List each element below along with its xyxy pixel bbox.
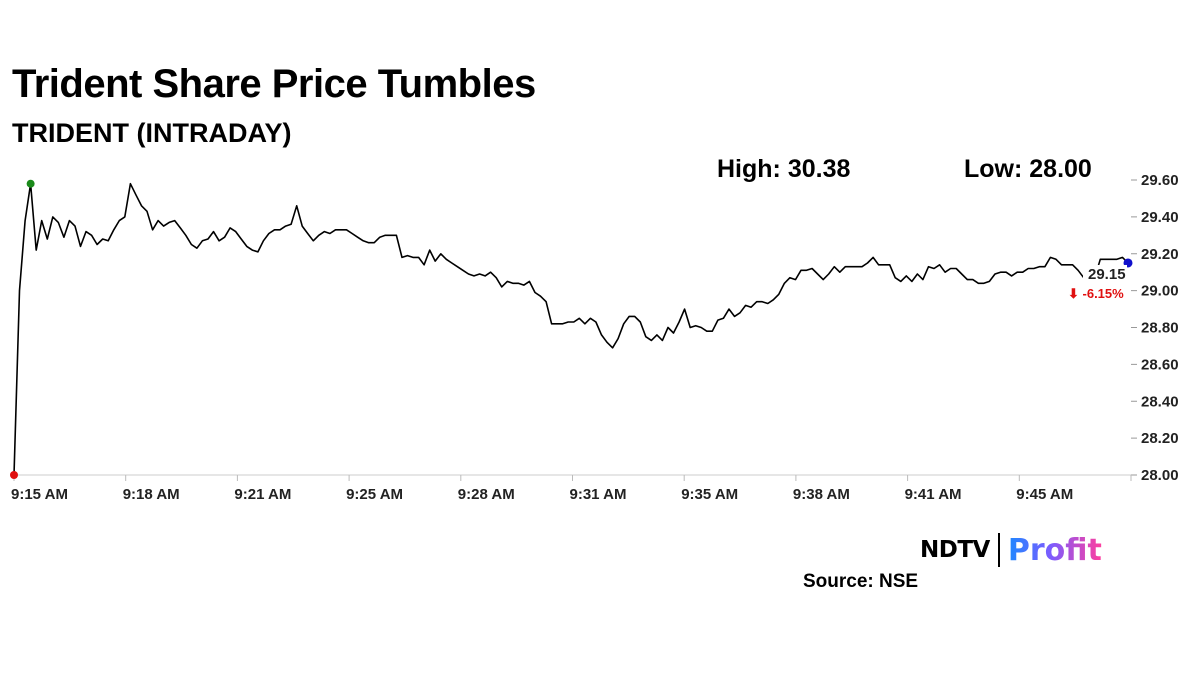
x-tick-label: 9:15 AM [11,486,68,503]
x-tick-label: 9:25 AM [346,486,403,503]
y-tick-label: 29.00 [1141,283,1179,300]
y-tick-label: 29.40 [1141,209,1179,226]
x-tick-label: 9:38 AM [793,486,850,503]
last-value-label-bg [1083,264,1127,283]
y-tick-label: 29.20 [1141,246,1179,263]
x-tick-label: 9:28 AM [458,486,515,503]
change-percent-label: ⬇ -6.15% [1068,286,1124,301]
y-tick-label: 28.40 [1141,393,1179,410]
last-value-label: 29.15 [1088,266,1126,283]
y-tick-label: 28.00 [1141,467,1179,484]
source-note: Source: NSE [803,571,919,592]
ndtv-logo-text: NDTV [920,537,990,563]
x-tick-label: 9:31 AM [570,486,627,503]
chart-title: Trident Share Price Tumbles [12,62,536,106]
high-price-label: High: 30.38 [717,155,851,183]
x-tick-label: 9:21 AM [234,486,291,503]
logo-divider [997,533,1000,567]
y-tick-label: 28.60 [1141,356,1179,373]
price-series-line [13,182,1129,476]
low-price-label: Low: 28.00 [964,155,1092,183]
x-tick-label: 9:35 AM [681,486,738,503]
x-tick-label: 9:41 AM [905,486,962,503]
y-tick-label: 29.60 [1141,172,1179,189]
ndtv-profit-logo: NDTV Profit [920,530,1102,570]
x-tick-label: 9:45 AM [1016,486,1073,503]
chart-subtitle: TRIDENT (INTRADAY) [12,118,292,148]
x-tick-label: 9:18 AM [123,486,180,503]
high-point-marker [26,179,35,188]
y-tick-label: 28.20 [1141,430,1179,447]
profit-logo-text: Profit [1007,532,1102,568]
start-point-marker [10,471,18,479]
y-tick-label: 28.80 [1141,320,1179,337]
